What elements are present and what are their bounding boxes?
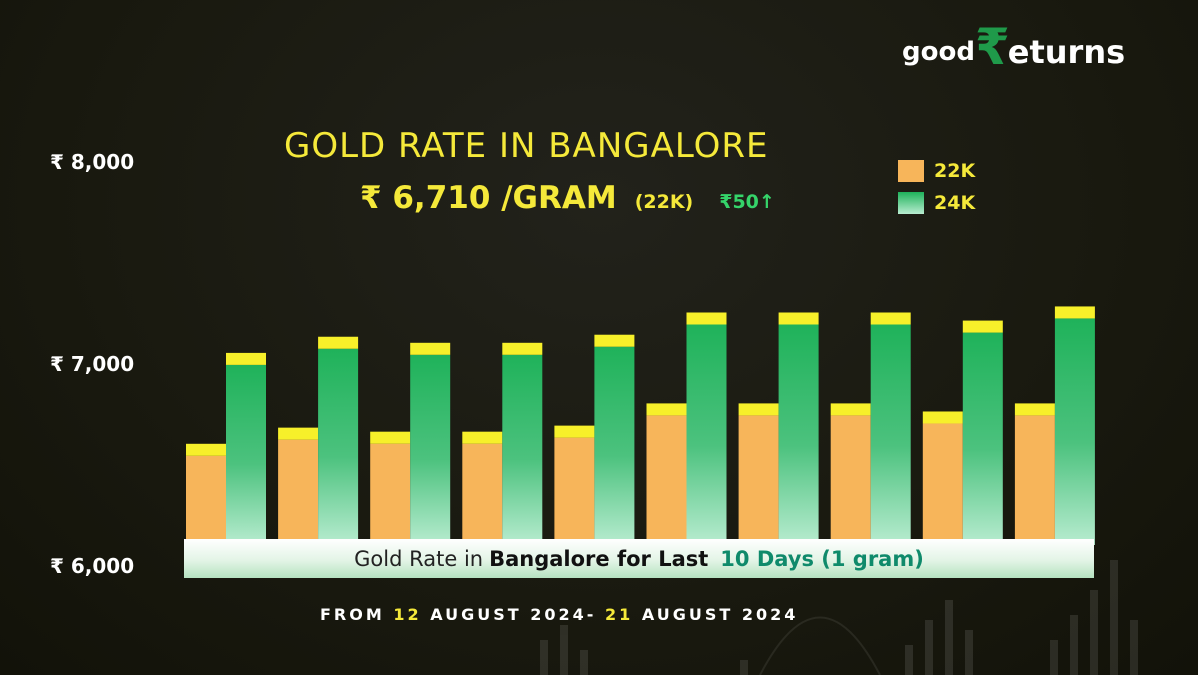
bar-cap-24k-2 [318, 336, 359, 349]
logo-rupee-icon: ₹ [974, 18, 1010, 76]
bar-22k-1 [186, 455, 226, 545]
bar-24k-4 [502, 354, 543, 545]
end-month-year: AUGUST 2024 [641, 605, 799, 624]
chart-caption-banner: Gold Rate in Bangalore for Last 10 Days … [184, 539, 1094, 578]
legend-item-22k: 22K [898, 155, 975, 187]
bar-24k-3 [410, 354, 451, 545]
date-prefix: FROM [320, 605, 385, 624]
bar-cap-24k-7 [778, 312, 819, 325]
bar-24k-2 [318, 348, 359, 545]
logo-text-good: good [902, 37, 975, 67]
bar-cap-22k-10 [1014, 403, 1055, 416]
price-change: ₹50↑ [719, 191, 775, 213]
bar-cap-22k-5 [554, 425, 595, 438]
date-range: FROM 12 AUGUST 2024- 21 AUGUST 2024 [320, 605, 798, 624]
start-day: 12 [393, 605, 422, 624]
bar-cap-22k-7 [738, 403, 779, 416]
bar-22k-8 [830, 415, 871, 545]
bar-22k-2 [278, 439, 319, 545]
y-tick-label: ₹ 6,000 [50, 554, 135, 578]
bar-cap-24k-6 [686, 312, 727, 325]
bar-22k-6 [646, 415, 687, 545]
legend-swatch-22k [898, 160, 924, 182]
legend-label-22k: 22K [934, 160, 976, 182]
y-tick-label: ₹ 7,000 [50, 352, 135, 376]
bar-cap-24k-8 [870, 312, 911, 325]
bar-cap-22k-3 [370, 431, 411, 444]
bar-cap-24k-1 [226, 352, 266, 365]
bar-22k-9 [922, 423, 963, 545]
bar-22k-3 [370, 443, 411, 545]
bar-22k-7 [738, 415, 779, 545]
start-month-year: AUGUST 2024- [430, 605, 597, 624]
caption-city: Bangalore for Last [489, 546, 709, 571]
bar-24k-7 [778, 324, 819, 545]
bar-cap-22k-9 [922, 411, 963, 424]
legend-label-24k: 24K [934, 192, 976, 214]
logo-text-eturns: eturns [1007, 33, 1126, 71]
caption-text: Gold Rate in [354, 546, 484, 571]
legend-swatch-24k [898, 192, 924, 214]
chart-title: GOLD RATE IN BANGALORE [284, 126, 769, 166]
bar-cap-24k-9 [962, 320, 1003, 333]
legend-item-24k: 24K [898, 187, 975, 219]
bar-24k-8 [870, 324, 911, 545]
bar-cap-24k-5 [594, 334, 635, 347]
bar-22k-10 [1014, 415, 1055, 545]
bar-cap-22k-4 [462, 431, 503, 444]
price-karat: (22K) [634, 191, 694, 213]
bar-24k-10 [1054, 318, 1095, 545]
bar-cap-24k-4 [502, 342, 543, 355]
price-per-gram: ₹ 6,710 /GRAM [360, 180, 617, 216]
bar-cap-24k-10 [1054, 306, 1095, 319]
bar-24k-5 [594, 346, 635, 545]
bar-cap-22k-1 [186, 443, 226, 456]
bar-22k-5 [554, 437, 595, 545]
bar-cap-24k-3 [410, 342, 451, 355]
chart-legend: 22K 24K [898, 155, 975, 219]
goodreturns-logo: good ₹ eturns [902, 22, 1125, 72]
price-line: ₹ 6,710 /GRAM (22K) ₹50↑ [360, 180, 775, 216]
bar-cap-22k-6 [646, 403, 687, 416]
bar-24k-6 [686, 324, 727, 545]
bar-24k-1 [226, 364, 266, 545]
caption-period: 10 Days (1 gram) [720, 546, 924, 571]
bar-22k-4 [462, 443, 503, 545]
y-tick-label: ₹ 8,000 [50, 150, 135, 174]
end-day: 21 [604, 605, 634, 624]
bar-cap-22k-2 [278, 427, 319, 440]
bar-24k-9 [962, 332, 1003, 545]
bar-cap-22k-8 [830, 403, 871, 416]
